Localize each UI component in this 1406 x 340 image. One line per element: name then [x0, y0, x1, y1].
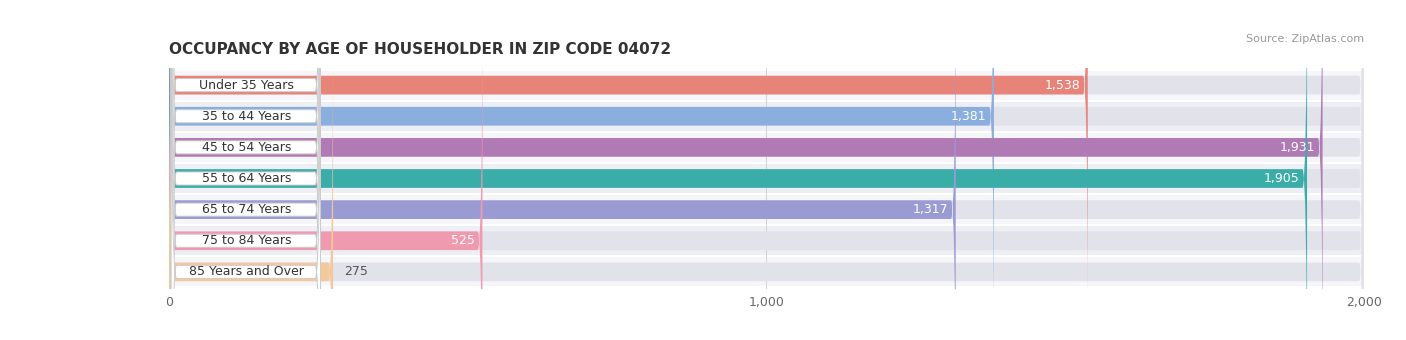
Text: 65 to 74 Years: 65 to 74 Years — [201, 203, 291, 216]
Text: 1,931: 1,931 — [1279, 141, 1316, 154]
Text: 1,381: 1,381 — [950, 110, 987, 123]
Text: 1,538: 1,538 — [1045, 79, 1081, 91]
FancyBboxPatch shape — [172, 0, 321, 340]
FancyBboxPatch shape — [169, 1, 1364, 340]
FancyBboxPatch shape — [169, 0, 1364, 325]
FancyBboxPatch shape — [169, 0, 994, 340]
FancyBboxPatch shape — [172, 0, 321, 340]
Text: 35 to 44 Years: 35 to 44 Years — [202, 110, 291, 123]
FancyBboxPatch shape — [169, 32, 1364, 340]
Text: OCCUPANCY BY AGE OF HOUSEHOLDER IN ZIP CODE 04072: OCCUPANCY BY AGE OF HOUSEHOLDER IN ZIP C… — [169, 42, 671, 57]
Text: Under 35 Years: Under 35 Years — [200, 79, 294, 91]
Bar — [169, 70, 1364, 101]
Bar — [169, 194, 1364, 225]
FancyBboxPatch shape — [172, 0, 321, 340]
FancyBboxPatch shape — [172, 0, 321, 340]
Text: 275: 275 — [344, 266, 368, 278]
FancyBboxPatch shape — [169, 0, 1364, 340]
FancyBboxPatch shape — [169, 0, 1364, 340]
Bar — [169, 101, 1364, 132]
Text: 55 to 64 Years: 55 to 64 Years — [201, 172, 291, 185]
FancyBboxPatch shape — [172, 0, 321, 340]
Text: 75 to 84 Years: 75 to 84 Years — [201, 234, 291, 247]
FancyBboxPatch shape — [169, 0, 1364, 340]
Text: 1,905: 1,905 — [1264, 172, 1301, 185]
Text: 1,317: 1,317 — [912, 203, 949, 216]
FancyBboxPatch shape — [169, 0, 1364, 340]
Bar — [169, 256, 1364, 287]
Bar — [169, 132, 1364, 163]
FancyBboxPatch shape — [172, 0, 321, 340]
FancyBboxPatch shape — [169, 32, 333, 340]
Text: 85 Years and Over: 85 Years and Over — [188, 266, 304, 278]
Text: 45 to 54 Years: 45 to 54 Years — [201, 141, 291, 154]
FancyBboxPatch shape — [169, 0, 1323, 340]
Bar — [169, 163, 1364, 194]
Text: Source: ZipAtlas.com: Source: ZipAtlas.com — [1246, 34, 1364, 44]
FancyBboxPatch shape — [169, 0, 1308, 340]
Text: 525: 525 — [451, 234, 475, 247]
FancyBboxPatch shape — [169, 0, 1088, 325]
Bar — [169, 225, 1364, 256]
FancyBboxPatch shape — [169, 0, 956, 340]
FancyBboxPatch shape — [169, 1, 482, 340]
FancyBboxPatch shape — [172, 0, 321, 340]
